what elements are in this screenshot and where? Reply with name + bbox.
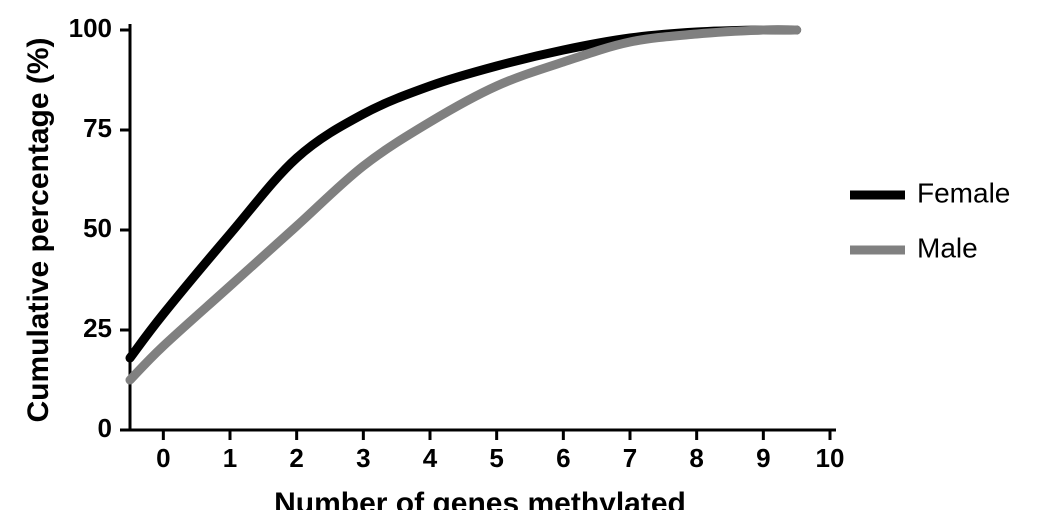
legend-label-male: Male	[917, 232, 978, 263]
methylation-chart: 0 25 50 75 100 0 1 2 3 4 5 6 7 8 9 10 Cumulative percent…	[0, 0, 1050, 510]
x-tick-label: 7	[623, 443, 637, 473]
y-tick-label: 100	[69, 13, 112, 43]
y-axis-label: Cumulative percentage (%)	[22, 37, 55, 422]
x-tick-label: 1	[223, 443, 237, 473]
y-tick-label: 0	[98, 413, 112, 443]
legend-label-female: Female	[917, 177, 1010, 208]
x-tick-label: 9	[756, 443, 770, 473]
x-tick-label: 0	[156, 443, 170, 473]
x-tick-label: 10	[816, 443, 845, 473]
x-tick-label: 2	[289, 443, 303, 473]
x-tick-label: 6	[556, 443, 570, 473]
x-tick-label: 4	[423, 443, 438, 473]
x-tick-label: 3	[356, 443, 370, 473]
x-tick-label: 5	[489, 443, 503, 473]
x-axis-label: Number of genes methylated	[274, 487, 686, 510]
legend-swatch-female	[850, 191, 905, 200]
y-tick-label: 25	[83, 313, 112, 343]
legend-swatch-male	[850, 246, 905, 255]
x-tick-label: 8	[689, 443, 703, 473]
chart-svg: 0 25 50 75 100 0 1 2 3 4 5 6 7 8 9 10 Cumulative percent…	[0, 0, 1050, 510]
y-tick-label: 50	[83, 213, 112, 243]
y-tick-label: 75	[83, 113, 112, 143]
